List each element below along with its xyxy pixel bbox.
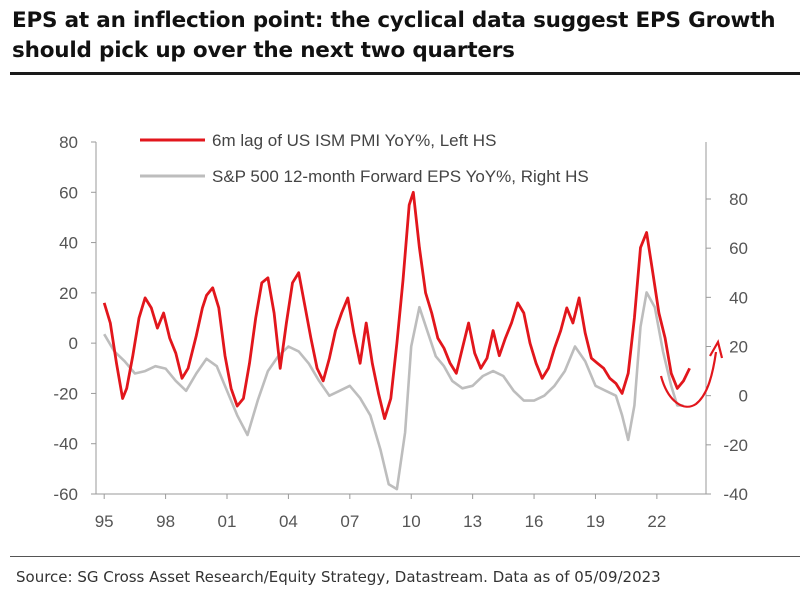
series-line-forward-eps	[103, 291, 684, 491]
chart-title: EPS at an inflection point: the cyclical…	[12, 8, 776, 63]
x-axis-tick-label: 01	[218, 512, 237, 531]
right-axis-tick-label: -40	[723, 485, 748, 504]
x-axis-tick-label: 16	[525, 512, 544, 531]
x-axis-tick-label: 22	[647, 512, 666, 531]
right-axis-tick-label: 20	[729, 338, 748, 357]
x-axis-tick-label: 19	[586, 512, 605, 531]
left-axis-tick-label: 60	[59, 183, 78, 202]
x-axis-tick-label: 10	[402, 512, 421, 531]
x-axis-tick-label: 95	[95, 512, 114, 531]
right-axis-tick-label: 0	[739, 387, 748, 406]
chart-legend: 6m lag of US ISM PMI YoY%, Left HS S&P 5…	[140, 131, 589, 186]
left-axis-tick-label: -20	[53, 384, 78, 403]
left-axis-tick-label: -60	[53, 485, 78, 504]
legend-label-eps: S&P 500 12-month Forward EPS YoY%, Right…	[212, 167, 589, 186]
left-axis-tick-label: -40	[53, 435, 78, 454]
chart-axes: 80 60 40 20 0 -20 -40 -60 80 60 40 20 0 -20 -40 95 98 01 0…	[53, 133, 748, 531]
left-axis-tick-label: 20	[59, 284, 78, 303]
right-axis-tick-label: -20	[723, 436, 748, 455]
x-axis-tick-label: 13	[463, 512, 482, 531]
left-axis-tick-label: 80	[59, 133, 78, 152]
chart-series	[102, 190, 691, 491]
right-axis-tick-label: 40	[729, 288, 748, 307]
x-axis-tick-label: 04	[279, 512, 298, 531]
x-axis-tick-label: 07	[340, 512, 359, 531]
right-axis-tick-label: 60	[729, 239, 748, 258]
left-axis-tick-label: 40	[59, 234, 78, 253]
title-divider	[10, 72, 800, 75]
legend-label-ism: 6m lag of US ISM PMI YoY%, Left HS	[212, 131, 496, 150]
series-line-ism-pmi	[102, 190, 691, 421]
right-axis-tick-label: 80	[729, 190, 748, 209]
left-axis-tick-label: 0	[69, 334, 78, 353]
x-axis-tick-label: 98	[156, 512, 175, 531]
upturn-arrow-head	[709, 339, 724, 359]
source-note: Source: SG Cross Asset Research/Equity S…	[16, 568, 661, 586]
source-divider	[10, 556, 800, 557]
upturn-arrow-annotation	[659, 351, 718, 408]
